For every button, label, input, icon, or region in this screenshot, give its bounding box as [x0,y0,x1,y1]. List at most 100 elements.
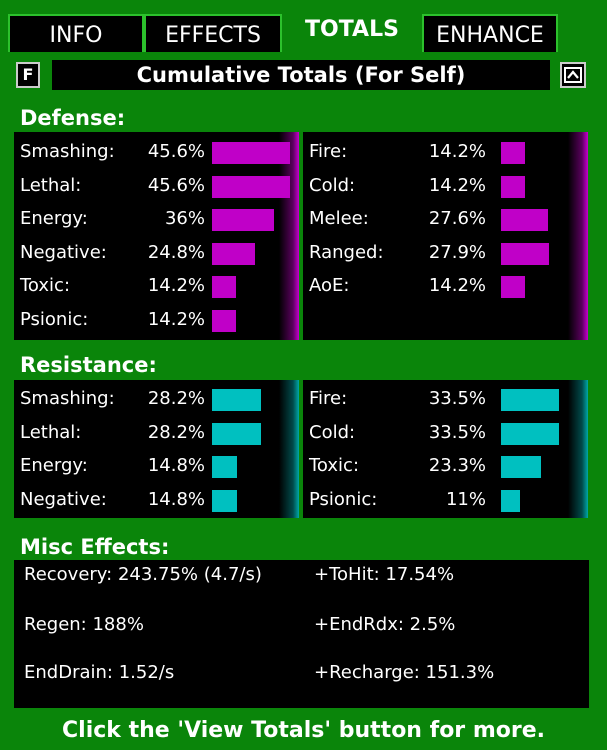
stat-value: 28.2% [147,421,205,443]
def-stat-row: Negative: 24.8% [20,237,295,269]
tab-totals[interactable]: TOTALS [282,12,422,52]
stat-value: 11% [445,488,486,510]
footer-hint: Click the 'View Totals' button for more. [62,718,545,743]
stat-value: 14.2% [147,308,205,330]
expand-button[interactable] [560,62,586,88]
stat-value: 33.5% [428,421,486,443]
tab-bar: INFO EFFECTS TOTALS ENHANCE [8,12,601,52]
stat-value: 28.2% [147,388,205,409]
defense-bar [501,209,548,231]
stat-label: Psionic: [309,488,378,510]
stat-value: 45.6% [147,174,205,196]
res-stat-row: Energy: 14.8% [20,450,295,482]
stat-value: 14.2% [428,141,486,162]
stat-label: Negative: [20,488,107,510]
stat-label: Toxic: [20,275,71,296]
stat-label: Lethal: [20,421,82,443]
misc-recovery: Recovery: 243.75% (4.7/s) [24,564,262,585]
stat-label: Negative: [20,241,107,263]
resistance-bar [501,489,520,512]
resistance-title: Resistance: [20,353,157,377]
stat-label: Psionic: [20,308,89,330]
stat-label: Cold: [309,174,356,196]
stat-value: 14.2% [428,174,486,196]
stat-value: 14.2% [147,275,205,296]
resistance-right-fade [568,380,588,518]
resistance-bar [212,389,261,411]
resistance-right-panel: Fire: 33.5% Cold: 33.5% Toxic: 23.3% Psionic: 1… [303,380,588,518]
stat-label: Smashing: [20,388,115,409]
def-stat-row: Ranged: 27.9% [309,237,584,269]
misc-recharge: +Recharge: 151.3% [314,662,495,683]
stat-label: Energy: [20,208,88,229]
def-stat-row: AoE: 14.2% [309,270,584,302]
stat-label: Lethal: [20,174,82,196]
stat-label: Fire: [309,388,348,409]
misc-tohit: +ToHit: 17.54% [314,564,455,585]
def-stat-row: Psionic: 14.2% [20,304,295,336]
res-stat-row: Lethal: 28.2% [20,417,295,449]
res-stat-row: Smashing: 28.2% [20,383,295,415]
stat-label: Ranged: [309,241,384,263]
stat-value: 24.8% [147,241,205,263]
res-stat-row: Fire: 33.5% [309,383,584,415]
filter-button[interactable]: F [16,62,40,88]
defense-left-panel: Smashing: 45.6% Lethal: 45.6% Energy: 36% Nega… [14,132,299,340]
stat-label: Energy: [20,455,88,476]
def-stat-row: Melee: 27.6% [309,203,584,235]
chevron-up-icon [564,67,582,83]
resistance-left-panel: Smashing: 28.2% Lethal: 28.2% Energy: 14.8% Ne… [14,380,299,518]
resistance-bar [501,456,541,478]
stat-value: 36% [164,208,205,229]
misc-endrdx: +EndRdx: 2.5% [314,614,456,635]
misc-enddrain: EndDrain: 1.52/s [24,662,175,683]
stat-label: Fire: [309,141,348,162]
stat-value: 14.2% [428,275,486,296]
stat-label: Toxic: [309,455,360,476]
def-stat-row: Energy: 36% [20,203,295,235]
stat-value: 14.8% [147,455,205,476]
defense-bar [212,242,255,265]
defense-bar [212,276,236,298]
stat-label: AoE: [309,275,350,296]
defense-title: Defense: [20,106,126,130]
tab-enhance[interactable]: ENHANCE [422,14,558,52]
title-bar: F Cumulative Totals (For Self) [8,60,591,90]
resistance-left-fade [279,380,299,518]
stat-value: 27.6% [428,208,486,229]
defense-right-panel: Fire: 14.2% Cold: 14.2% Melee: 27.6% Ranged: 27… [303,132,588,340]
res-stat-row: Negative: 14.8% [20,484,295,516]
resistance-bar [501,389,559,411]
stat-value: 33.5% [428,388,486,409]
defense-bar [212,175,290,198]
resistance-bar [212,489,237,512]
defense-right-fade [568,132,588,340]
def-stat-row: Cold: 14.2% [309,170,584,202]
def-stat-row: Smashing: 45.6% [20,136,295,168]
page-title: Cumulative Totals (For Self) [52,60,550,90]
res-stat-row: Toxic: 23.3% [309,450,584,482]
misc-panel: Recovery: 243.75% (4.7/s) Regen: 188% En… [14,560,589,708]
stat-label: Melee: [309,208,369,229]
res-stat-row: Psionic: 11% [309,484,584,516]
defense-bar [501,142,525,164]
def-stat-row: Lethal: 45.6% [20,170,295,202]
misc-title: Misc Effects: [20,535,170,559]
resistance-bar [212,422,261,445]
stat-value: 27.9% [428,241,486,263]
defense-bar [212,142,290,164]
defense-bar [212,309,236,332]
def-stat-row: Toxic: 14.2% [20,270,295,302]
defense-bar [501,242,549,265]
stat-value: 45.6% [147,141,205,162]
defense-bar [501,276,525,298]
stat-value: 23.3% [428,455,486,476]
defense-bar [212,209,274,231]
tab-effects[interactable]: EFFECTS [144,14,282,52]
defense-bar [501,175,525,198]
res-stat-row: Cold: 33.5% [309,417,584,449]
tab-info[interactable]: INFO [8,14,144,52]
misc-regen: Regen: 188% [24,614,144,635]
def-stat-row: Fire: 14.2% [309,136,584,168]
